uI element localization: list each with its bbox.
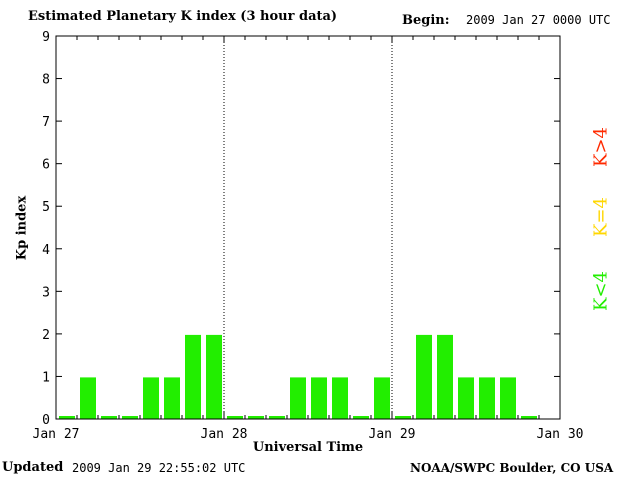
- y-tick-label: 0: [42, 413, 50, 428]
- x-axis-label: Universal Time: [252, 440, 364, 455]
- y-tick-label: 3: [42, 285, 50, 300]
- y-tick-label: 9: [42, 30, 50, 45]
- y-tick-label: 1: [42, 370, 50, 385]
- x-tick-label: Jan 30: [537, 427, 584, 442]
- kp-bar: [290, 377, 306, 419]
- y-tick-label: 5: [42, 200, 50, 215]
- kp-bar: [59, 416, 75, 419]
- begin-label: Begin:: [402, 13, 450, 28]
- y-tick-label: 6: [42, 158, 50, 173]
- kp-bar: [122, 416, 138, 419]
- begin-value: 2009 Jan 27 0000 UTC: [466, 13, 611, 27]
- legend-k-equal-4: K=4: [590, 197, 612, 237]
- source-credit: NOAA/SWPC Boulder, CO USA: [410, 461, 614, 475]
- plot-frame: [55, 35, 561, 420]
- kp-bar: [395, 416, 411, 419]
- kp-bar: [206, 334, 222, 419]
- kp-bar: [164, 377, 180, 419]
- kp-bar: [437, 334, 453, 419]
- kp-bar: [311, 377, 327, 419]
- y-tick-label: 7: [42, 115, 50, 130]
- chart-title: Estimated Planetary K index (3 hour data…: [28, 9, 338, 24]
- kp-bar: [416, 334, 432, 419]
- kp-bar: [374, 377, 390, 419]
- kp-bar: [479, 377, 495, 419]
- updated-timestamp: 2009 Jan 29 22:55:02 UTC: [72, 461, 246, 475]
- y-tick-label: 2: [42, 328, 50, 343]
- kp-bar: [185, 334, 201, 419]
- x-tick-label: Jan 27: [33, 427, 80, 442]
- kp-bar: [80, 377, 96, 419]
- y-tick-label: 4: [42, 243, 50, 258]
- y-axis-label: Kp index: [14, 195, 30, 261]
- kp-bar: [101, 416, 117, 419]
- kp-bar: [269, 416, 285, 419]
- x-tick-label: Jan 29: [369, 427, 416, 442]
- kp-bar: [521, 416, 537, 419]
- kp-bar: [227, 416, 243, 419]
- y-tick-label: 8: [42, 73, 50, 88]
- kp-bar: [500, 377, 516, 419]
- x-tick-label: Jan 28: [201, 427, 248, 442]
- kp-bar: [458, 377, 474, 419]
- kp-bar: [248, 416, 264, 419]
- bars-group: [59, 334, 537, 419]
- kp-bar: [143, 377, 159, 419]
- kp-bar: [353, 416, 369, 419]
- legend-k-greater-4: K>4: [590, 127, 612, 167]
- legend-k-less-4: K<4: [590, 271, 612, 311]
- kp-bar: [332, 377, 348, 419]
- axes-group: 0 1 2 3 4 5 6 7 8 9 Jan 27 Jan 28 Jan 29 Jan 30: [33, 30, 584, 442]
- updated-label: Updated: [2, 460, 64, 475]
